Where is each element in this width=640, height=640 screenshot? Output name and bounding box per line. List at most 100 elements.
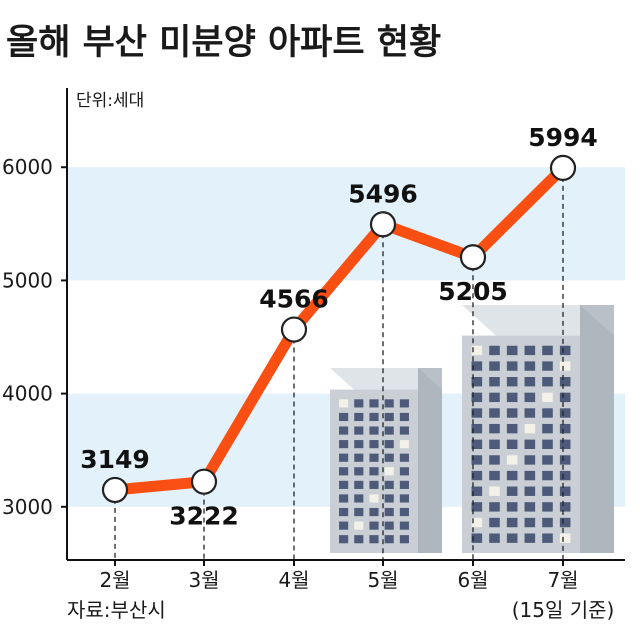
building-right-window <box>489 455 500 465</box>
building-left-window <box>354 440 364 449</box>
building-right-window <box>542 423 553 434</box>
building-right-window <box>559 502 571 512</box>
building-right-window <box>506 486 518 496</box>
building-right-window <box>524 377 536 387</box>
building-right-window <box>489 470 500 481</box>
building-right-window <box>506 470 518 481</box>
building-left-window <box>384 440 394 449</box>
building-left-window <box>399 535 409 544</box>
data-labels: 3149 3222 4566 5496 5205 5994 <box>80 123 598 531</box>
building-right-window <box>524 392 536 403</box>
building-left-window <box>399 480 409 489</box>
building-illustration <box>330 305 614 553</box>
building-right-window <box>542 486 553 496</box>
building-right-window <box>506 455 518 465</box>
data-point <box>190 468 218 495</box>
building-left-window <box>339 494 349 503</box>
data-label: 3222 <box>169 502 239 531</box>
building-left-window <box>354 494 364 503</box>
building-right-window <box>471 439 483 449</box>
building-right-window <box>542 361 553 371</box>
building-right-window <box>489 361 500 371</box>
building-right-window <box>542 377 553 387</box>
building-left-window <box>369 440 379 449</box>
building-left-window <box>339 535 349 544</box>
building-right-window <box>542 392 553 403</box>
building-right-window <box>489 345 500 356</box>
unit-note: 단위:세대 <box>76 91 144 111</box>
building-left-window <box>339 426 349 435</box>
building-right-window <box>524 423 536 434</box>
building-right-window <box>559 377 571 387</box>
data-label: 3149 <box>80 445 150 474</box>
building-left-window <box>399 399 409 408</box>
building-right-window <box>559 361 571 371</box>
building-right-window <box>506 423 518 434</box>
building-left-window <box>339 480 349 489</box>
x-tick-label: 7월 <box>547 568 578 592</box>
x-tick-label: 2월 <box>99 568 130 592</box>
building-right-window <box>489 517 500 528</box>
building-left-window <box>369 535 379 544</box>
building-right-window <box>506 517 518 528</box>
building-left-window <box>369 453 379 462</box>
data-point <box>549 154 577 182</box>
building-right-window <box>471 408 483 418</box>
data-label: 4566 <box>259 285 329 314</box>
building-right-window <box>559 423 571 434</box>
building-right-window <box>471 345 483 356</box>
building-left-window <box>339 453 349 462</box>
building-right-window <box>489 408 500 418</box>
building-right-window <box>489 392 500 403</box>
building-left-window <box>399 494 409 503</box>
building-left-window <box>369 426 379 435</box>
building-left-window <box>369 399 379 408</box>
building-right-window <box>471 361 483 371</box>
building-left-window <box>354 426 364 435</box>
building-right-window <box>524 517 536 528</box>
building-left-window <box>399 440 409 449</box>
building-left-window <box>354 507 364 517</box>
building-left-window <box>399 453 409 462</box>
building-right-window <box>471 423 483 434</box>
building-left-window <box>369 507 379 517</box>
data-point <box>369 211 397 238</box>
building-right-window <box>471 502 483 512</box>
building-right-window <box>489 502 500 512</box>
x-tick-labels: 2월 3월 4월 5월 6월 7월 <box>99 560 579 592</box>
building-left-window <box>354 467 364 476</box>
building-right-window <box>559 486 571 496</box>
building-left-window <box>339 440 349 449</box>
building-left <box>330 368 442 553</box>
building-left-window <box>384 521 394 530</box>
building-right-window <box>559 517 571 528</box>
y-tick-label: 3000 <box>2 495 53 519</box>
y-tick-label: 6000 <box>2 155 53 179</box>
building-right-side-shade <box>580 305 614 553</box>
building-right-window <box>542 517 553 528</box>
building-right-roof <box>462 305 614 336</box>
data-label: 5496 <box>348 179 418 208</box>
building-right-window <box>506 439 518 449</box>
building-left-window <box>399 412 409 422</box>
building-left-window <box>339 399 349 408</box>
x-tick-label: 4월 <box>278 568 309 592</box>
building-right-window <box>506 361 518 371</box>
building-left-window <box>384 412 394 422</box>
x-tick-label: 3월 <box>188 568 219 592</box>
building-left-window <box>339 467 349 476</box>
series-markers <box>101 154 577 504</box>
building-right-window <box>489 486 500 496</box>
building-right-window <box>506 533 518 543</box>
building-right <box>462 305 614 553</box>
building-right-window <box>524 439 536 449</box>
building-left-window <box>384 535 394 544</box>
building-left-window <box>384 494 394 503</box>
building-left-window <box>369 480 379 489</box>
building-left-window <box>354 480 364 489</box>
building-right-window <box>542 455 553 465</box>
building-right-window <box>559 455 571 465</box>
building-right-window <box>524 486 536 496</box>
building-right-window <box>559 533 571 543</box>
